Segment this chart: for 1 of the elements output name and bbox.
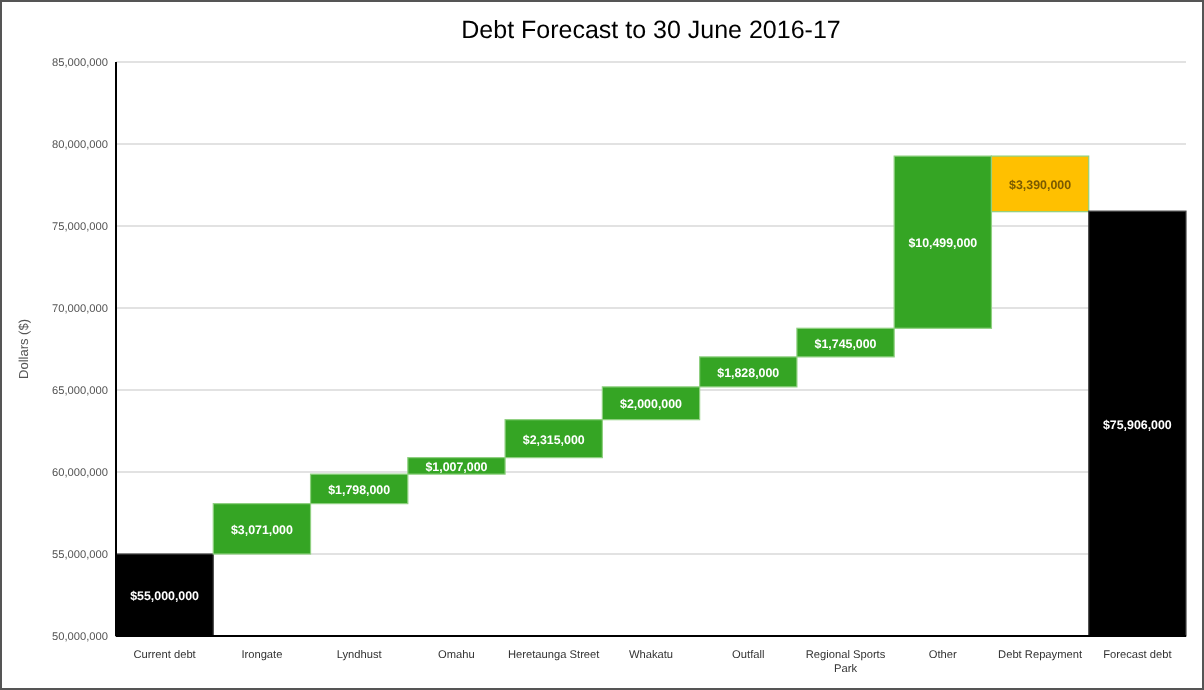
chart-title: Debt Forecast to 30 June 2016-17 [461,16,841,44]
